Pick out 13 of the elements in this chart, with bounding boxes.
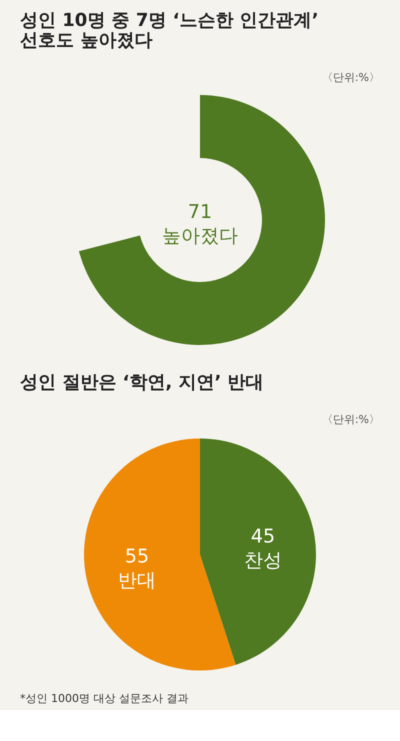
data-label: 45 bbox=[250, 526, 276, 548]
slice-label: 높아졌다 bbox=[162, 225, 238, 247]
chart-title: 성인 10명 중 7명 ‘느슨한 인간관계’ 선호도 높아졌다 bbox=[20, 10, 319, 51]
slice-label: 반대 bbox=[118, 569, 156, 592]
slice-label: 찬성 bbox=[244, 550, 282, 572]
data-label: 55 bbox=[124, 545, 150, 568]
text: 〈단위:%〉 bbox=[322, 413, 380, 426]
pie-slice bbox=[200, 438, 316, 665]
text: *성인 1000명 대상 설문조사 결과 bbox=[20, 692, 188, 705]
chart-title: 성인 절반은 ‘학연, 지연’ 반대 bbox=[20, 372, 264, 393]
data-label: 71 bbox=[188, 201, 212, 223]
text: 〈단위:%〉 bbox=[322, 71, 380, 84]
pie-slice bbox=[84, 438, 236, 670]
